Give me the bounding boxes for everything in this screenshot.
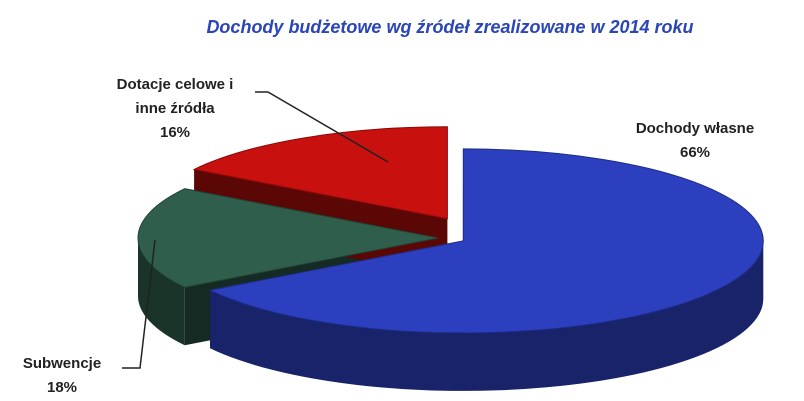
slice-label-group: Dochody własne 66% — [620, 117, 770, 165]
value-label: 66% — [679, 144, 711, 161]
slice-wall — [138, 238, 185, 346]
value-label: 16% — [159, 124, 191, 141]
chart-title: Dochody budżetowe wg źródeł zrealizowane… — [206, 17, 694, 37]
slice — [137, 188, 439, 288]
leader-line — [255, 91, 389, 163]
slice — [192, 126, 448, 220]
slice-label-group: Subwencje 18% — [0, 352, 124, 400]
slice-label: Dochody własne — [635, 120, 755, 137]
value-label: 18% — [46, 379, 78, 396]
slice-label: Subwencje — [22, 355, 102, 372]
slices — [137, 126, 764, 391]
leader-line — [122, 239, 156, 369]
slice-label-group: Dotacje celowe i inne źródła 16% — [100, 73, 250, 145]
slice-wall — [210, 240, 764, 391]
slice-label: Dotacje celowe i inne źródła — [116, 76, 234, 117]
slice — [208, 148, 764, 334]
